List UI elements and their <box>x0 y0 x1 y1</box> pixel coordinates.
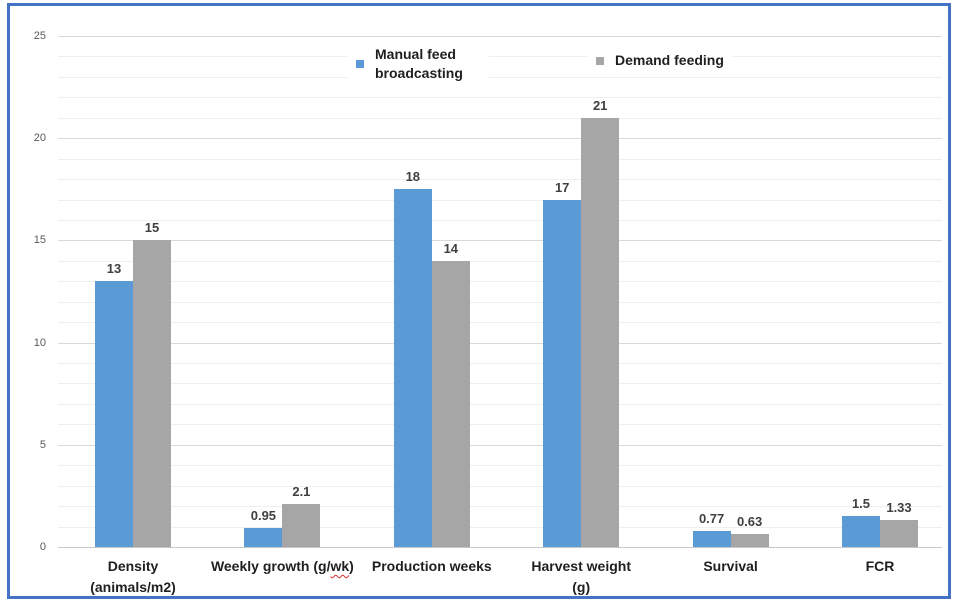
y-axis-tick-label: 15 <box>33 234 46 247</box>
gridline-minor <box>58 179 942 181</box>
gridline-major <box>58 342 942 344</box>
spellcheck-underline: wk <box>330 558 350 574</box>
bar-value-label: 18 <box>405 169 421 185</box>
gridline-minor <box>58 322 942 324</box>
gridline-major <box>58 444 942 446</box>
y-axis-tick-label: 0 <box>39 541 46 553</box>
bar-manual-feed <box>244 527 283 547</box>
category-label: FCR <box>865 558 895 574</box>
bar-value-label: 13 <box>106 261 122 277</box>
gridline-minor <box>58 301 942 303</box>
legend-marker-demand-feeding-icon <box>596 56 604 65</box>
bar-manual-feed <box>692 531 731 547</box>
bar-demand-feeding <box>581 117 620 547</box>
gridline-minor <box>58 363 942 365</box>
gridline-minor <box>58 56 942 58</box>
gridline-minor <box>58 199 942 201</box>
bar-demand-feeding <box>730 534 769 547</box>
gridline-minor <box>58 260 942 262</box>
bar-value-label: 15 <box>144 220 160 236</box>
gridline-minor <box>58 76 942 78</box>
gridline-minor <box>58 465 942 467</box>
gridline-minor <box>58 485 942 487</box>
category-label: Density (animals/m2) <box>90 558 176 595</box>
category-label: Production weeks <box>371 558 492 574</box>
bar-demand-feeding <box>282 504 321 547</box>
gridline-minor <box>58 383 942 385</box>
legend-marker-manual-feed-icon <box>356 60 364 68</box>
gridline-major <box>58 36 942 37</box>
gridline-minor <box>58 403 942 405</box>
bar-demand-feeding <box>133 240 171 547</box>
gridline-major <box>58 138 942 140</box>
bar-manual-feed <box>393 189 432 547</box>
bar-value-label: 21 <box>592 97 608 113</box>
bar-demand-feeding <box>880 519 918 547</box>
legend-entry-manual-feed: Manual feed broadcasting <box>348 43 489 85</box>
y-axis-tick-label: 20 <box>33 132 46 145</box>
category-label: Survival <box>703 558 758 574</box>
y-axis-tick-label: 5 <box>39 438 46 451</box>
bar-manual-feed <box>543 199 582 547</box>
gridline-minor <box>58 424 942 426</box>
bar-value-label: 0.95 <box>250 507 277 523</box>
gridline-minor <box>58 526 942 528</box>
legend-label-demand-feeding: Demand feeding <box>615 52 724 68</box>
gridline-minor <box>58 97 942 99</box>
legend-entry-demand-feeding: Demand feeding <box>588 49 732 72</box>
legend-label-manual-feed: Manual feed broadcasting <box>375 46 463 81</box>
y-axis-tick-label: 25 <box>33 30 46 42</box>
bar-value-label: 1.33 <box>886 499 912 515</box>
category-label: Weekly growth (g/wk) <box>210 558 354 574</box>
bar-value-label: 2.1 <box>292 484 311 500</box>
gridline-minor <box>58 158 942 160</box>
bar-manual-feed <box>95 281 133 547</box>
bar-manual-feed <box>842 516 880 547</box>
bar-value-label: 17 <box>554 179 570 195</box>
gridline-minor <box>58 219 942 221</box>
category-label: Harvest weight (g) <box>531 558 631 595</box>
y-axis-tick-label: 10 <box>33 336 46 349</box>
gridline-minor <box>58 117 942 119</box>
x-axis-line <box>58 547 942 548</box>
gridline-minor <box>58 281 942 283</box>
bar-value-label: 14 <box>443 240 459 256</box>
bar-value-label: 0.77 <box>698 511 725 527</box>
bar-demand-feeding <box>431 260 470 547</box>
gridline-major <box>58 240 942 242</box>
bar-value-label: 1.5 <box>851 496 871 512</box>
gridline-minor <box>58 506 942 508</box>
bar-value-label: 0.63 <box>736 514 763 530</box>
